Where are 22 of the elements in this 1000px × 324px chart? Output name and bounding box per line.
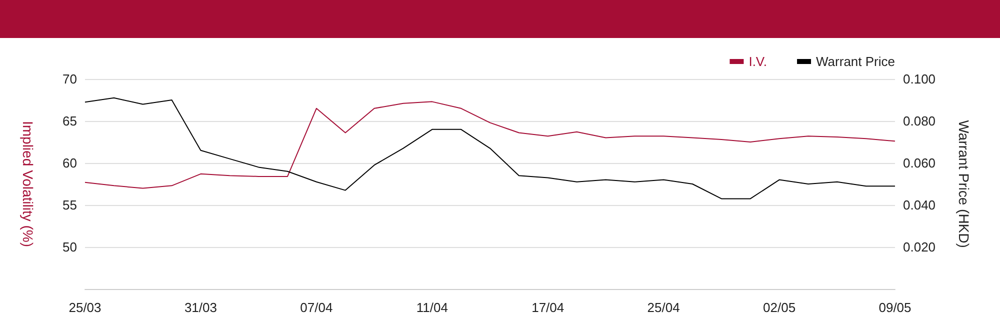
y-tick-label: 70 [62,72,77,86]
y2-axis-title: Warrant Price (HKD) [956,120,972,248]
x-tick-label: 07/04 [300,300,333,315]
x-tick-label: 11/04 [416,300,448,315]
y2-tick-label: 0.060 [903,156,936,170]
y-tick-label: 55 [62,198,77,212]
y2-tick-label: 0.080 [903,114,936,128]
y-axis-title: Implied Volatility (%) [20,120,36,248]
y-tick-label: 65 [62,114,77,128]
legend-label: Warrant Price [816,54,896,69]
x-tick-label: 17/04 [532,300,564,315]
x-tick-label: 02/05 [763,300,796,315]
y2-tick-label: 0.040 [903,198,936,212]
y2-tick-label: 0.100 [903,72,936,86]
x-tick-label: 31/03 [184,300,217,315]
x-tick-label: 09/05 [878,300,912,315]
y-tick-label: 50 [62,240,77,254]
x-tick-label: 25/03 [68,300,102,315]
x-tick-label: 25/04 [647,300,680,315]
y-tick-label: 60 [62,156,77,170]
y2-tick-label: 0.020 [903,240,936,254]
legend-label: I.V. [748,54,768,69]
